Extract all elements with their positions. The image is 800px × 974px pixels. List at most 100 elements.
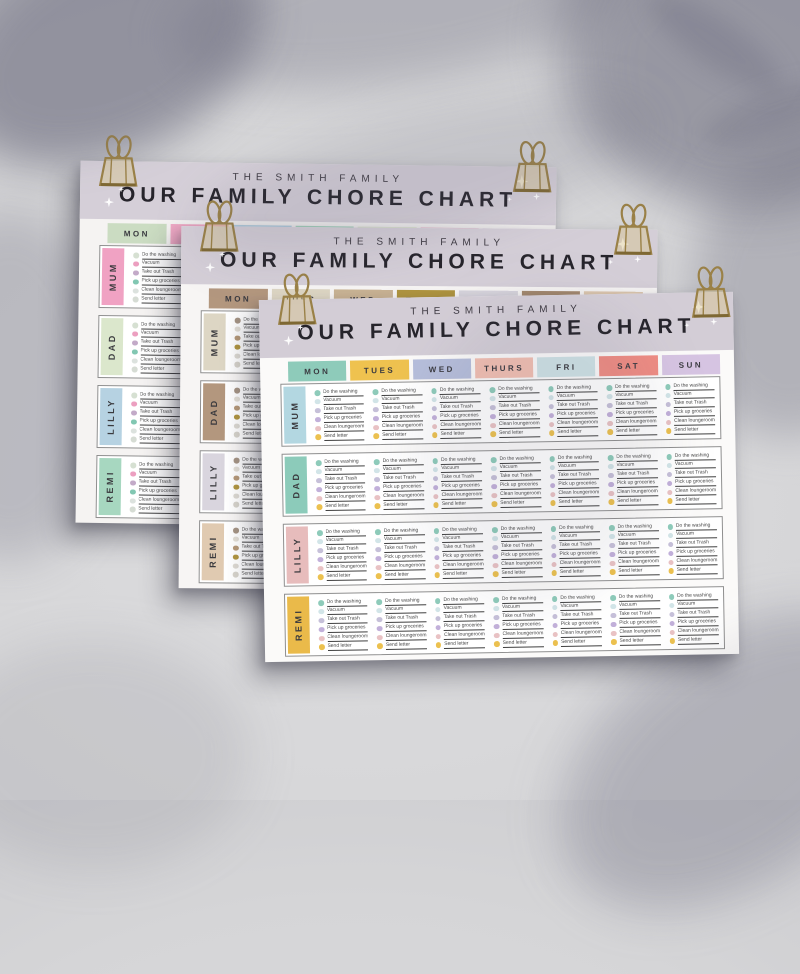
chore-label: Send letter: [326, 572, 368, 581]
chore-label: Send letter: [618, 567, 660, 576]
chore-dot-icon: [432, 458, 439, 464]
chore-item: Send letter: [607, 427, 657, 436]
chore-dot-icon: [607, 455, 614, 461]
chore-dot-icon: [232, 545, 239, 551]
chore-dot-icon: [609, 560, 616, 567]
chore-dot-icon: [549, 482, 556, 489]
chore-dot-icon: [548, 386, 554, 392]
chore-label: Send letter: [500, 499, 542, 508]
member-name: DAD: [208, 398, 220, 426]
leaf-shadow: [0, 640, 250, 870]
chore-dot-icon: [130, 480, 136, 486]
chore-dot-icon: [491, 501, 498, 508]
chore-dot-icon: [317, 539, 323, 545]
chore-label: Vacuum: [138, 470, 180, 479]
chore-item: Send letter: [490, 429, 540, 438]
chore-dot-icon: [375, 529, 381, 535]
chore-dot-icon: [375, 555, 382, 562]
member-label-mum: MUM: [101, 248, 125, 306]
chore-dot-icon: [434, 572, 441, 579]
chore-dot-icon: [433, 528, 440, 534]
chore-label: Take out Trash: [138, 478, 180, 488]
chore-dot-icon: [550, 500, 556, 507]
chore-item: Send letter: [491, 499, 542, 508]
chore-item: Send letter: [317, 572, 368, 581]
chore-item: Vacuum: [131, 399, 181, 409]
chore-dot-icon: [234, 344, 241, 350]
chore-item: Pick up groceries: [132, 277, 183, 287]
chore-dot-icon: [608, 481, 614, 488]
chore-dot-icon: [668, 568, 674, 575]
chore-dot-icon: [610, 621, 617, 628]
chore-label: Send letter: [676, 566, 718, 575]
member-name: REMI: [104, 470, 116, 503]
chore-label: Send letter: [557, 428, 599, 437]
chore-dot-icon: [131, 349, 138, 355]
chore-dot-icon: [132, 288, 139, 294]
chore-dot-icon: [129, 506, 136, 513]
binder-clip-icon: [691, 266, 731, 318]
chore-dot-icon: [131, 358, 138, 364]
chore-dot-icon: [375, 546, 382, 553]
chore-dot-icon: [132, 270, 139, 276]
binder-clip-left: [96, 134, 141, 189]
chore-dot-icon: [232, 563, 239, 569]
chore-dot-icon: [232, 536, 239, 543]
chore-label: Send letter: [615, 427, 657, 436]
chore-dot-icon: [373, 415, 379, 422]
chore-dot-icon: [315, 460, 322, 466]
chore-dot-icon: [233, 475, 239, 481]
chore-dot-icon: [610, 595, 616, 601]
chore-dot-icon: [232, 572, 239, 578]
chore-label: Send letter: [383, 501, 425, 510]
chore-dot-icon: [234, 335, 241, 341]
chore-dot-icon: [431, 423, 438, 430]
chore-item: Send letter: [130, 435, 181, 445]
chore-item: Clean loungeroom: [130, 426, 181, 436]
chore-dot-icon: [606, 385, 613, 391]
chore-dot-icon: [234, 317, 241, 324]
chore-dot-icon: [432, 484, 439, 491]
chore-dot-icon: [314, 407, 321, 414]
chore-dot-icon: [609, 551, 616, 558]
chore-dot-icon: [668, 594, 675, 600]
chore-dot-icon: [667, 524, 673, 530]
chore-label: Send letter: [385, 641, 427, 650]
chore-dot-icon: [493, 614, 500, 621]
chore-dot-icon: [551, 570, 557, 577]
member-name: LILLY: [208, 463, 219, 501]
chore-dot-icon: [130, 428, 137, 434]
chore-dot-icon: [233, 432, 240, 438]
member-label-remi: REMI: [201, 523, 225, 581]
chore-dot-icon: [552, 640, 559, 647]
chart-title: OUR FAMILY CHORE CHART: [219, 248, 619, 275]
chore-dot-icon: [432, 467, 439, 473]
chore-item: Send letter: [609, 567, 660, 576]
chore-label: Send letter: [139, 435, 181, 445]
chore-dot-icon: [374, 503, 381, 510]
member-label-dad: DAD: [100, 318, 124, 376]
chore-dot-icon: [131, 401, 137, 407]
chore-dot-icon: [130, 471, 136, 477]
member-label-lilly: LILLY: [99, 387, 123, 446]
chore-dot-icon: [608, 472, 614, 479]
chore-item: Send letter: [432, 430, 482, 439]
chore-dot-icon: [608, 490, 614, 497]
member-name: DAD: [290, 471, 302, 499]
chore-dot-icon: [376, 616, 383, 623]
family-name-label: THE SMITH FAMILY: [333, 236, 506, 249]
chore-dot-icon: [316, 504, 323, 511]
chore-dot-icon: [610, 630, 617, 637]
paper-front-sheet: THE SMITH FAMILY OUR FAMILY CHORE CHART MO…: [258, 291, 740, 663]
